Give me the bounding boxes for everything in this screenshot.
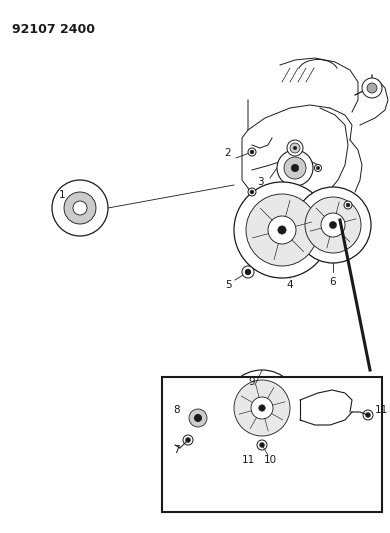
Circle shape [246, 194, 318, 266]
Circle shape [363, 410, 373, 420]
Circle shape [182, 402, 214, 434]
Text: 9: 9 [249, 377, 255, 387]
Text: 92107 2400: 92107 2400 [12, 23, 95, 36]
Circle shape [183, 435, 193, 445]
Text: 4: 4 [287, 280, 293, 290]
Text: 10: 10 [263, 455, 277, 465]
Circle shape [259, 405, 265, 411]
Circle shape [321, 213, 345, 237]
Circle shape [234, 182, 330, 278]
Circle shape [242, 266, 254, 278]
Circle shape [293, 146, 297, 150]
Circle shape [314, 165, 321, 172]
Circle shape [248, 188, 256, 196]
Circle shape [73, 201, 87, 215]
Circle shape [268, 216, 296, 244]
Text: 8: 8 [174, 405, 180, 415]
Circle shape [362, 78, 382, 98]
Circle shape [186, 438, 190, 442]
Circle shape [305, 197, 361, 253]
Circle shape [250, 190, 254, 194]
Circle shape [194, 414, 202, 422]
Text: 2: 2 [225, 148, 231, 158]
Circle shape [295, 187, 371, 263]
Circle shape [250, 150, 254, 154]
Text: 5: 5 [225, 280, 231, 290]
Text: 3: 3 [257, 177, 263, 187]
Circle shape [245, 269, 251, 275]
Circle shape [316, 166, 320, 169]
Circle shape [344, 201, 352, 209]
Circle shape [248, 148, 256, 156]
Bar [162, 377, 382, 512]
Text: 7: 7 [174, 445, 180, 455]
Text: 11: 11 [375, 405, 388, 415]
Circle shape [365, 413, 370, 417]
Circle shape [64, 192, 96, 224]
Circle shape [189, 409, 207, 427]
Circle shape [257, 440, 267, 450]
Circle shape [290, 143, 300, 153]
Circle shape [278, 226, 286, 234]
Circle shape [234, 380, 290, 436]
Circle shape [330, 221, 337, 229]
Circle shape [367, 83, 377, 93]
Circle shape [224, 370, 300, 446]
Text: 1: 1 [58, 190, 65, 200]
Circle shape [251, 397, 273, 419]
Circle shape [291, 164, 299, 172]
Circle shape [195, 415, 201, 421]
Text: 6: 6 [330, 277, 336, 287]
Circle shape [284, 157, 306, 179]
Circle shape [287, 140, 303, 156]
Circle shape [52, 180, 108, 236]
Circle shape [277, 150, 313, 186]
Circle shape [259, 442, 264, 448]
Circle shape [346, 203, 350, 207]
Text: 11: 11 [241, 455, 255, 465]
Circle shape [74, 203, 85, 214]
